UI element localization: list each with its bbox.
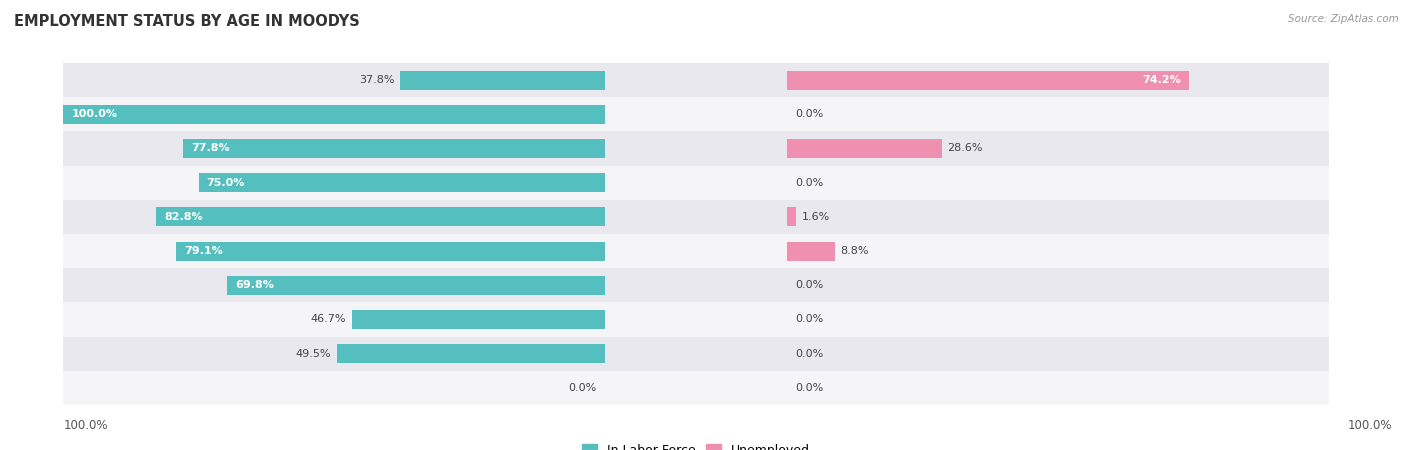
Text: 0.0%: 0.0% [796, 315, 824, 324]
Bar [226, 276, 605, 295]
Text: 0.0%: 0.0% [796, 349, 824, 359]
Bar [336, 344, 605, 363]
Bar [63, 371, 605, 405]
Bar [605, 63, 787, 97]
Text: 0.0%: 0.0% [568, 383, 596, 393]
Bar [63, 131, 605, 166]
Bar [399, 71, 605, 90]
Bar [787, 242, 835, 261]
Bar [787, 63, 1329, 97]
Text: 82.8%: 82.8% [165, 212, 202, 222]
Bar [605, 234, 787, 268]
Bar [63, 166, 605, 200]
Text: 100.0%: 100.0% [72, 109, 117, 119]
Bar [63, 63, 605, 97]
Bar [63, 234, 605, 268]
Bar [605, 131, 787, 166]
Text: 74.2%: 74.2% [1142, 75, 1181, 85]
Text: 49.5%: 49.5% [295, 349, 332, 359]
Text: 8.8%: 8.8% [841, 246, 869, 256]
Bar [605, 302, 787, 337]
Bar [787, 234, 1329, 268]
Text: 0.0%: 0.0% [796, 280, 824, 290]
Text: 100.0%: 100.0% [1347, 419, 1392, 432]
Text: 1.6%: 1.6% [801, 212, 830, 222]
Text: Source: ZipAtlas.com: Source: ZipAtlas.com [1288, 14, 1399, 23]
Bar [787, 302, 1329, 337]
Text: 46.7%: 46.7% [311, 315, 346, 324]
Bar [63, 200, 605, 234]
Text: 69.8%: 69.8% [235, 280, 274, 290]
Bar [787, 71, 1189, 90]
Bar [787, 337, 1329, 371]
Bar [63, 97, 605, 131]
Bar [787, 139, 942, 158]
Bar [605, 268, 787, 302]
Text: 37.8%: 37.8% [359, 75, 395, 85]
Text: 0.0%: 0.0% [796, 109, 824, 119]
Text: 77.8%: 77.8% [191, 144, 231, 153]
Bar [605, 97, 787, 131]
Text: 100.0%: 100.0% [63, 419, 108, 432]
Legend: In Labor Force, Unemployed: In Labor Force, Unemployed [576, 439, 815, 450]
Bar [787, 200, 1329, 234]
Text: 0.0%: 0.0% [796, 383, 824, 393]
Text: 79.1%: 79.1% [184, 246, 224, 256]
Bar [63, 105, 605, 124]
Bar [176, 242, 605, 261]
Bar [787, 268, 1329, 302]
Bar [787, 207, 796, 226]
Bar [352, 310, 605, 329]
Bar [63, 268, 605, 302]
Text: 28.6%: 28.6% [948, 144, 983, 153]
Text: EMPLOYMENT STATUS BY AGE IN MOODYS: EMPLOYMENT STATUS BY AGE IN MOODYS [14, 14, 360, 28]
Bar [605, 166, 787, 200]
Bar [198, 173, 605, 192]
Bar [63, 337, 605, 371]
Bar [787, 131, 1329, 166]
Text: 0.0%: 0.0% [796, 178, 824, 188]
Bar [63, 302, 605, 337]
Bar [787, 166, 1329, 200]
Bar [605, 200, 787, 234]
Bar [787, 371, 1329, 405]
Bar [605, 337, 787, 371]
Text: 75.0%: 75.0% [207, 178, 245, 188]
Bar [156, 207, 605, 226]
Bar [605, 371, 787, 405]
Bar [183, 139, 605, 158]
Bar [787, 97, 1329, 131]
